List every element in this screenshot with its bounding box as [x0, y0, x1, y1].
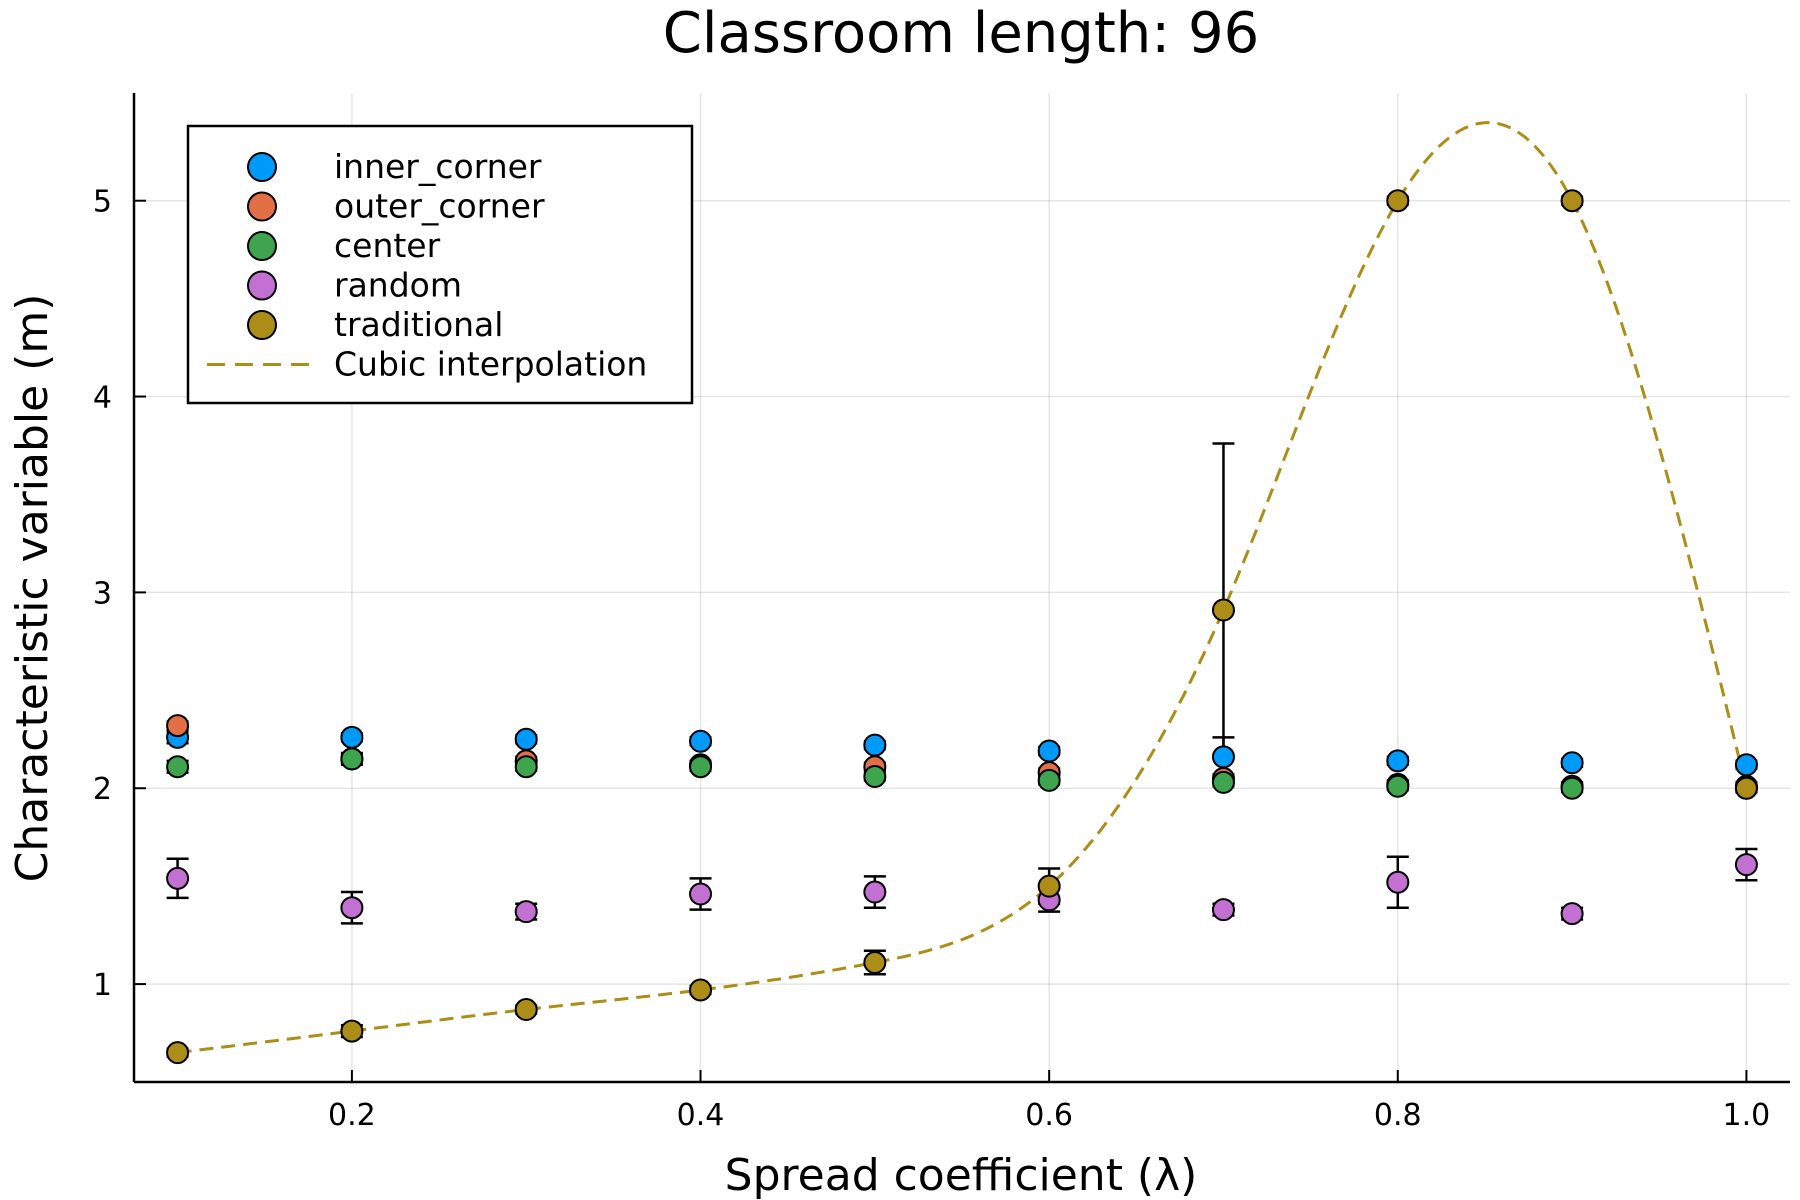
legend: inner_cornerouter_cornercenterrandomtrad…	[186, 124, 694, 405]
data-point	[1386, 749, 1410, 773]
data-point	[1386, 189, 1410, 213]
legend-marker	[247, 231, 277, 261]
legend-label: Cubic interpolation	[334, 345, 647, 384]
data-point	[514, 727, 538, 751]
y-tick-label: 2	[93, 772, 112, 807]
data-point	[166, 866, 190, 890]
interpolation-line	[177, 121, 1748, 1055]
data-point	[689, 729, 713, 753]
x-axis-title: Spread coefficient (λ)	[725, 1150, 1198, 1200]
grid	[134, 93, 1790, 1082]
errorbars-random	[166, 847, 1758, 925]
legend-marker	[247, 152, 277, 182]
legend-marker	[247, 191, 277, 222]
data-point	[1386, 774, 1410, 798]
data-point	[1386, 870, 1410, 894]
data-point	[514, 755, 538, 779]
errorbars-inner_corner	[166, 730, 1758, 778]
data-point	[1211, 898, 1235, 922]
x-tick-label: 0.2	[328, 1098, 376, 1133]
data-point	[1037, 768, 1061, 792]
y-tick-label: 4	[93, 381, 112, 416]
data-point	[1734, 753, 1758, 777]
chart-title: Classroom length: 96	[663, 1, 1259, 66]
data-point	[1037, 739, 1061, 763]
legend-marker	[247, 310, 277, 340]
data-point	[863, 764, 887, 788]
data-point	[863, 951, 887, 975]
axes	[132, 93, 1790, 1084]
data-point	[166, 1041, 190, 1065]
data-point	[340, 725, 364, 749]
series-center	[166, 747, 1758, 800]
data-point	[340, 747, 364, 771]
legend-items: inner_cornerouter_cornercenterrandomtrad…	[207, 147, 647, 384]
data-point	[514, 998, 538, 1022]
marker-layer	[166, 189, 1758, 1065]
y-tick-label: 5	[93, 185, 112, 220]
legend-label: outer_corner	[334, 187, 545, 226]
x-tick-label: 0.8	[1374, 1098, 1422, 1133]
legend-label: center	[334, 226, 441, 265]
data-point	[1211, 770, 1235, 794]
data-point	[514, 900, 538, 924]
data-point	[340, 1019, 364, 1043]
legend-label: random	[334, 266, 462, 305]
legend-marker	[247, 270, 277, 301]
data-point	[1560, 902, 1584, 926]
data-point	[1560, 751, 1584, 775]
series-random	[166, 853, 1758, 926]
x-tick-label: 0.6	[1025, 1098, 1073, 1133]
data-point	[340, 896, 364, 920]
data-point	[1211, 598, 1235, 622]
series-inner_corner	[166, 725, 1758, 777]
x-tick-label: 0.4	[677, 1098, 725, 1133]
data-point	[1560, 189, 1584, 213]
series-outer_corner	[166, 714, 1758, 798]
legend-label: inner_corner	[334, 147, 542, 186]
tick-labels: 0.2 0.4 0.6 0.8 1.0 1 2 3 4 5	[93, 185, 1770, 1133]
errorbars-outer_corner	[166, 720, 1758, 792]
data-point	[1211, 745, 1235, 769]
data-point	[689, 978, 713, 1002]
data-point	[1734, 853, 1758, 877]
x-tick-label: 1.0	[1723, 1098, 1771, 1133]
y-tick-label: 3	[93, 576, 112, 611]
data-point	[166, 714, 190, 738]
data-point	[166, 755, 190, 779]
y-axis-title: Characteristic variable (m)	[7, 294, 58, 883]
legend-label: traditional	[334, 305, 503, 344]
data-point	[1734, 776, 1758, 800]
data-point	[1037, 874, 1061, 898]
data-point	[863, 733, 887, 757]
series-traditional	[166, 189, 1758, 1065]
data-point	[689, 755, 713, 779]
interpolation-layer	[177, 121, 1748, 1055]
errorbars-center	[166, 751, 1758, 794]
y-tick-label: 1	[93, 968, 112, 1003]
data-point	[1560, 776, 1584, 800]
data-point	[689, 882, 713, 906]
data-point	[863, 880, 887, 904]
